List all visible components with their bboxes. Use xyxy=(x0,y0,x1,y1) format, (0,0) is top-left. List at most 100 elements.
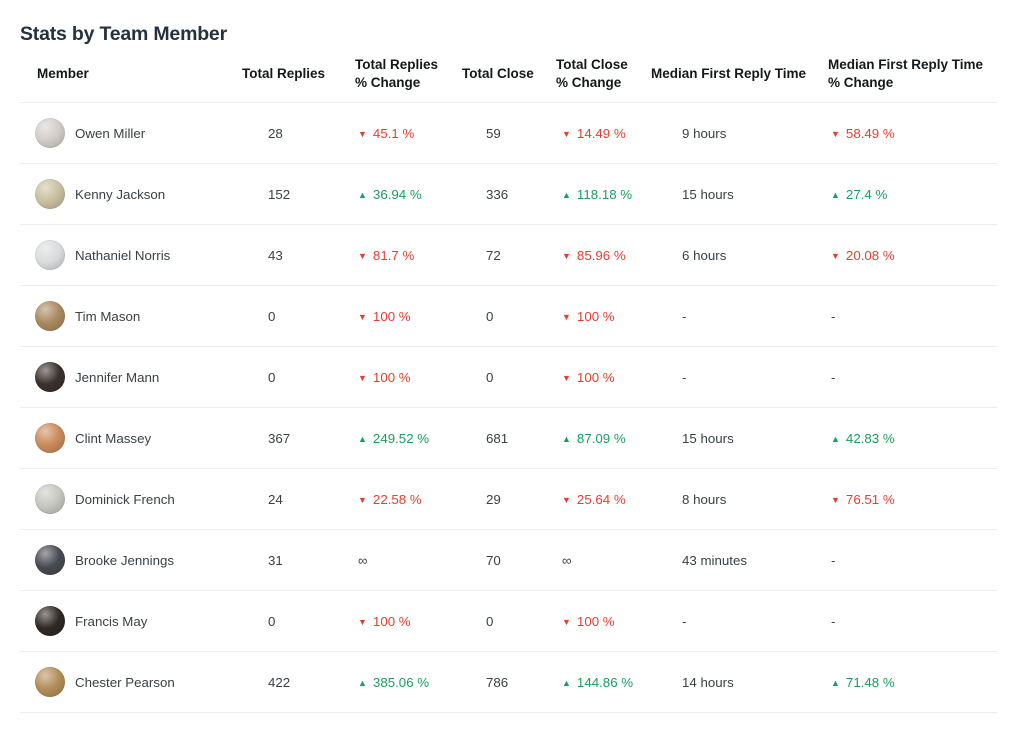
table-row[interactable]: Dominick French 24 ▼ 22.58 % 29 ▼ 25.64 % 8 hou… xyxy=(20,468,997,530)
total-close-value: 29 xyxy=(462,468,556,530)
down-arrow-icon: ▼ xyxy=(562,311,571,322)
median-first-reply-time-value: 14 hours xyxy=(651,651,828,713)
down-arrow-icon: ▼ xyxy=(831,250,840,261)
median-first-reply-time-value: - xyxy=(651,590,828,652)
table-row[interactable]: Tim Mason 0 ▼ 100 % 0 ▼ 100 % - - xyxy=(20,285,997,347)
member-cell[interactable]: Owen Miller xyxy=(20,102,242,164)
change-value: 27.4 % xyxy=(845,186,888,202)
total-replies-value: 367 xyxy=(242,407,355,469)
total-close-value: 72 xyxy=(462,224,556,286)
member-avatar xyxy=(35,240,65,270)
member-cell[interactable]: Clint Massey xyxy=(20,407,242,469)
down-arrow-icon: ▼ xyxy=(831,494,840,505)
down-arrow-icon: ▼ xyxy=(562,372,571,383)
median-first-reply-time-change: ▼ 76.51 % xyxy=(828,468,997,530)
table-header-row: Member Total Replies Total Replies % Chang… xyxy=(20,46,997,103)
up-arrow-icon: ▲ xyxy=(358,677,367,688)
member-avatar xyxy=(35,667,65,697)
table-row[interactable]: Francis May 0 ▼ 100 % 0 ▼ 100 % - - xyxy=(20,590,997,652)
down-arrow-icon: ▼ xyxy=(562,616,571,627)
down-arrow-icon: ▼ xyxy=(358,250,367,261)
up-arrow-icon: ▲ xyxy=(831,677,840,688)
column-header-member: Member xyxy=(20,46,242,103)
change-value: 100 % xyxy=(576,613,615,629)
change-value: 71.48 % xyxy=(845,674,895,690)
median-first-reply-time-value: 8 hours xyxy=(651,468,828,530)
up-arrow-icon: ▲ xyxy=(562,433,571,444)
change-value: 81.7 % xyxy=(372,247,415,263)
up-arrow-icon: ▲ xyxy=(831,189,840,200)
member-cell[interactable]: Nathaniel Norris xyxy=(20,224,242,286)
median-first-reply-time-change: ▼ 20.08 % xyxy=(828,224,997,286)
table-row[interactable]: Clint Massey 367 ▲ 249.52 % 681 ▲ 87.09 % 15 ho… xyxy=(20,407,997,469)
member-name: Tim Mason xyxy=(75,308,141,324)
no-change-value: - xyxy=(831,308,836,324)
change-value: 100 % xyxy=(372,308,411,324)
total-close-change: ▼ 14.49 % xyxy=(556,102,651,164)
total-close-value: 681 xyxy=(462,407,556,469)
member-cell[interactable]: Brooke Jennings xyxy=(20,529,242,591)
member-cell[interactable]: Kenny Jackson xyxy=(20,163,242,225)
up-arrow-icon: ▲ xyxy=(831,433,840,444)
down-arrow-icon: ▼ xyxy=(358,616,367,627)
member-cell[interactable]: Chester Pearson xyxy=(20,651,242,713)
down-arrow-icon: ▼ xyxy=(831,128,840,139)
down-arrow-icon: ▼ xyxy=(562,250,571,261)
total-replies-change: ▲ 36.94 % xyxy=(355,163,462,225)
median-first-reply-time-value: - xyxy=(651,285,828,347)
member-cell[interactable]: Tim Mason xyxy=(20,285,242,347)
total-replies-value: 0 xyxy=(242,346,355,408)
member-cell[interactable]: Jennifer Mann xyxy=(20,346,242,408)
member-name: Jennifer Mann xyxy=(75,369,160,385)
change-value: 20.08 % xyxy=(845,247,895,263)
member-name: Nathaniel Norris xyxy=(75,247,171,263)
total-close-change: ▼ 25.64 % xyxy=(556,468,651,530)
total-replies-value: 43 xyxy=(242,224,355,286)
total-close-value: 786 xyxy=(462,651,556,713)
member-avatar xyxy=(35,301,65,331)
total-close-change: ∞ xyxy=(556,529,651,591)
total-close-change: ▼ 100 % xyxy=(556,346,651,408)
change-value: 85.96 % xyxy=(576,247,626,263)
change-value: 76.51 % xyxy=(845,491,895,507)
table-row[interactable]: Nathaniel Norris 43 ▼ 81.7 % 72 ▼ 85.96 % 6 hou… xyxy=(20,224,997,286)
median-first-reply-time-value: 9 hours xyxy=(651,102,828,164)
table-row[interactable]: Chester Pearson 422 ▲ 385.06 % 786 ▲ 144.86 % 1… xyxy=(20,651,997,713)
table-row[interactable]: Kenny Jackson 152 ▲ 36.94 % 336 ▲ 118.18 % 15 h… xyxy=(20,163,997,225)
change-value: 118.18 % xyxy=(576,186,633,202)
table-body: Owen Miller 28 ▼ 45.1 % 59 ▼ 14.49 % 9 hours ▼ 58… xyxy=(20,102,997,713)
total-close-change: ▲ 87.09 % xyxy=(556,407,651,469)
member-avatar xyxy=(35,118,65,148)
member-name: Owen Miller xyxy=(75,125,146,141)
change-value: 14.49 % xyxy=(576,125,626,141)
median-first-reply-time-change: ▲ 27.4 % xyxy=(828,163,997,225)
column-header-median-first-reply-time: Median First Reply Time xyxy=(651,46,828,103)
total-close-value: 0 xyxy=(462,346,556,408)
up-arrow-icon: ▲ xyxy=(562,677,571,688)
total-close-change: ▼ 100 % xyxy=(556,285,651,347)
total-close-value: 59 xyxy=(462,102,556,164)
stats-page: Stats by Team Member Member Total Replies… xyxy=(20,23,997,713)
median-first-reply-time-change: ▼ 58.49 % xyxy=(828,102,997,164)
member-cell[interactable]: Francis May xyxy=(20,590,242,652)
median-first-reply-time-value: 43 minutes xyxy=(651,529,828,591)
change-value: 249.52 % xyxy=(372,430,430,446)
total-replies-value: 0 xyxy=(242,590,355,652)
change-value: 100 % xyxy=(576,369,615,385)
change-value: 58.49 % xyxy=(845,125,895,141)
member-avatar xyxy=(35,362,65,392)
median-first-reply-time-value: 15 hours xyxy=(651,407,828,469)
no-change-value: - xyxy=(831,552,836,568)
table-row[interactable]: Brooke Jennings 31 ∞ 70 ∞ 43 minutes - xyxy=(20,529,997,591)
down-arrow-icon: ▼ xyxy=(562,494,571,505)
change-value: 36.94 % xyxy=(372,186,422,202)
total-close-change: ▼ 85.96 % xyxy=(556,224,651,286)
total-replies-value: 28 xyxy=(242,102,355,164)
member-name: Kenny Jackson xyxy=(75,186,166,202)
member-cell[interactable]: Dominick French xyxy=(20,468,242,530)
table-row[interactable]: Jennifer Mann 0 ▼ 100 % 0 ▼ 100 % - - xyxy=(20,346,997,408)
change-value: 45.1 % xyxy=(372,125,415,141)
column-header-total-replies-change: Total Replies % Change xyxy=(355,46,462,103)
table-row[interactable]: Owen Miller 28 ▼ 45.1 % 59 ▼ 14.49 % 9 hours ▼ 58… xyxy=(20,102,997,164)
column-header-median-first-reply-time-change: Median First Reply Time % Change xyxy=(828,46,997,103)
